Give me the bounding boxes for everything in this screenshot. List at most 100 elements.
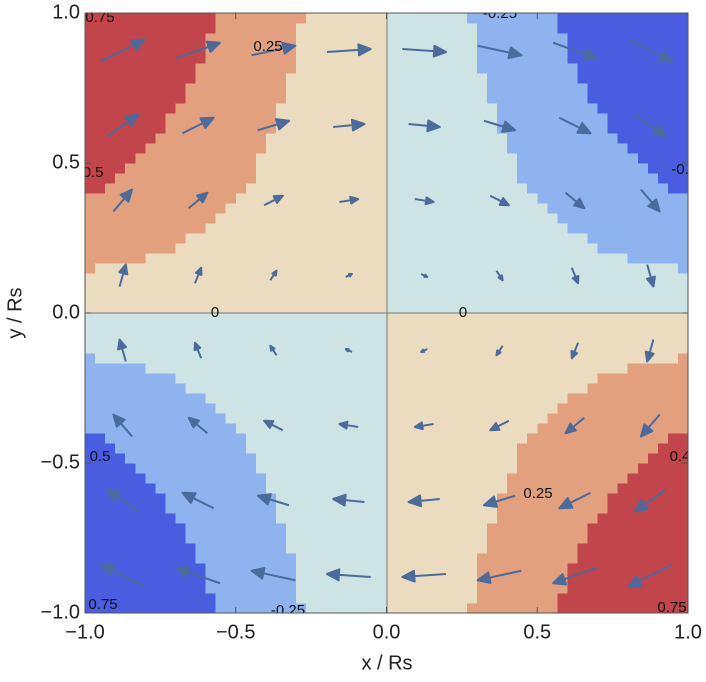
contour-cell — [577, 53, 589, 64]
contour-cell — [527, 313, 538, 324]
contour-cell — [306, 63, 317, 74]
contour-cell — [567, 43, 579, 54]
contour-cell — [567, 323, 579, 334]
contour-cell — [527, 263, 538, 274]
contour-cell — [507, 293, 518, 304]
contour-cell — [275, 213, 287, 224]
contour-cell — [235, 393, 247, 404]
contour-cell — [376, 373, 388, 384]
contour-cell — [426, 173, 438, 184]
contour-cell — [255, 473, 267, 484]
contour-cell — [245, 443, 257, 454]
contour-cell — [105, 343, 116, 354]
contour-cell — [255, 603, 267, 613]
contour-cell — [537, 463, 548, 474]
contour-cell — [195, 213, 207, 224]
contour-cell — [497, 473, 508, 484]
arrow — [407, 494, 440, 508]
contour-cell — [557, 13, 568, 24]
contour-cell — [105, 183, 116, 194]
contour-cell — [537, 113, 548, 124]
contour-cell — [557, 233, 568, 244]
contour-cell — [95, 293, 106, 304]
contour-cell — [577, 353, 589, 364]
contour-cell — [426, 583, 438, 594]
contour-cell — [396, 413, 408, 424]
contour-cell — [275, 53, 287, 64]
contour-cell — [607, 363, 619, 374]
contour-cell — [507, 583, 518, 594]
contour-cell — [657, 573, 669, 584]
contour-cell — [306, 533, 317, 544]
contour-cell — [255, 193, 267, 204]
contour-cell — [657, 123, 669, 134]
contour-cell — [487, 293, 498, 304]
contour-cell — [677, 393, 688, 404]
contour-cell — [466, 553, 478, 564]
contour-cell — [667, 543, 679, 554]
contour-cell — [296, 393, 307, 404]
contour-cell — [406, 53, 418, 64]
contour-cell — [255, 83, 267, 94]
contour-cell — [487, 413, 498, 424]
contour-cell — [245, 603, 257, 613]
contour-cell — [466, 53, 478, 64]
contour-cell — [95, 163, 106, 174]
contour-cell — [406, 453, 418, 464]
contour-cell — [577, 383, 589, 394]
contour-cell — [476, 513, 488, 524]
contour-cell — [577, 583, 589, 594]
contour-cell — [617, 183, 629, 194]
contour-cell — [497, 503, 508, 514]
contour-cell — [617, 473, 629, 484]
contour-cell — [155, 213, 166, 224]
contour-cell — [476, 263, 488, 274]
contour-cell — [557, 463, 568, 474]
contour-cell — [165, 543, 177, 554]
contour-cell — [627, 133, 639, 144]
contour-cell — [296, 273, 307, 284]
contour-cell — [135, 43, 146, 54]
contour-cell — [416, 53, 428, 64]
contour-cell — [657, 353, 669, 364]
contour-cell — [557, 243, 568, 254]
contour-cell — [316, 203, 327, 214]
contour-cell — [275, 373, 287, 384]
contour-cell — [436, 383, 448, 394]
contour-cell — [426, 533, 438, 544]
contour-cell — [316, 543, 327, 554]
contour-cell — [617, 383, 629, 394]
contour-cell — [466, 463, 478, 474]
contour-cell — [135, 293, 146, 304]
contour-cell — [426, 603, 438, 613]
contour-cell — [557, 563, 568, 574]
contour-cell — [235, 93, 247, 104]
contour-cell — [316, 363, 327, 374]
contour-cell — [537, 73, 548, 84]
contour-cell — [537, 323, 548, 334]
contour-cell — [95, 533, 106, 544]
contour-cell — [587, 363, 599, 374]
contour-cell — [657, 153, 669, 164]
contour-cell — [326, 213, 337, 224]
contour-cell — [296, 23, 307, 34]
contour-cell — [456, 123, 468, 134]
contour-cell — [175, 163, 187, 174]
contour-cell — [105, 363, 116, 374]
contour-cell — [627, 73, 639, 84]
contour-cell — [255, 253, 267, 264]
contour-cell — [185, 33, 197, 44]
contour-cell — [436, 443, 448, 454]
contour-cell — [356, 543, 367, 554]
contour-cell — [487, 83, 498, 94]
contour-cell — [577, 183, 589, 194]
contour-cell — [507, 283, 518, 294]
contour-cell — [577, 193, 589, 204]
contour-cell — [497, 303, 508, 314]
contour-cell — [105, 73, 116, 84]
contour-cell — [627, 23, 639, 34]
contour-cell — [255, 283, 267, 294]
contour-cell — [296, 343, 307, 354]
contour-cell — [306, 53, 317, 64]
contour-cell — [637, 263, 649, 274]
